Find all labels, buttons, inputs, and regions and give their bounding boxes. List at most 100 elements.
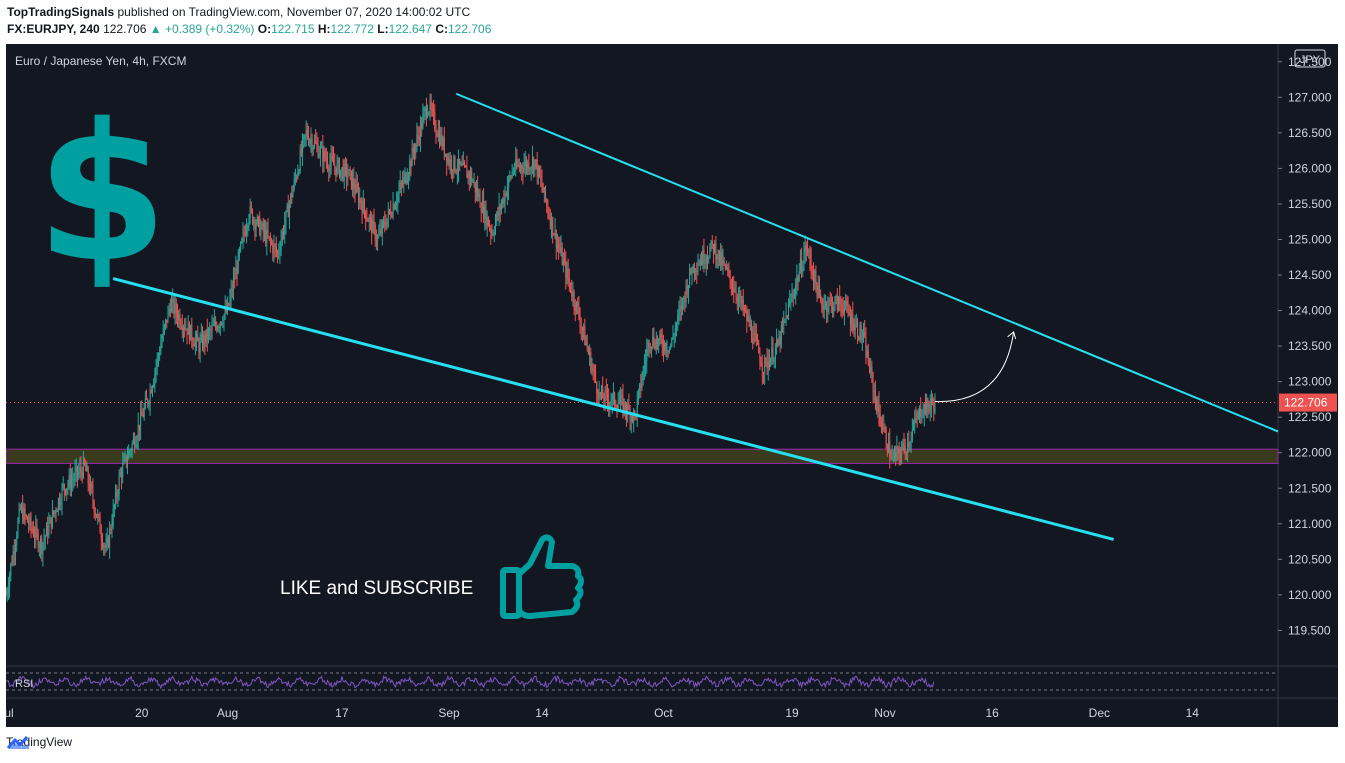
currency-label[interactable]: JPY — [1300, 54, 1321, 66]
candle — [527, 161, 529, 169]
x-tick-label: Sep — [438, 706, 460, 720]
candle — [210, 329, 212, 331]
candle — [753, 333, 755, 344]
candle — [123, 458, 125, 464]
candle — [409, 160, 411, 175]
candle — [55, 510, 57, 513]
price-chart[interactable]: 122.706 127.500 127.000 126.500 126.000 125.… — [6, 44, 1338, 727]
candle — [542, 187, 544, 193]
candle — [373, 220, 375, 226]
candle — [142, 415, 144, 418]
candle — [230, 288, 232, 298]
candle — [487, 216, 489, 227]
candle — [832, 300, 834, 312]
candle — [92, 489, 94, 502]
candle — [641, 380, 643, 389]
candle — [820, 294, 822, 300]
candle — [897, 447, 899, 449]
candle — [162, 329, 164, 340]
candle — [809, 250, 811, 260]
candle — [222, 323, 224, 325]
candle — [157, 355, 159, 357]
candle — [109, 528, 111, 547]
candle — [50, 517, 52, 528]
candle — [859, 325, 861, 340]
candle — [469, 171, 471, 179]
candle — [423, 110, 425, 116]
publish-info: TopTradingSignals published on TradingVi… — [7, 5, 470, 19]
candle — [493, 232, 495, 234]
candle — [99, 516, 101, 534]
candle — [572, 291, 574, 297]
candle — [359, 198, 361, 204]
candle — [265, 229, 267, 244]
candle — [356, 184, 358, 190]
candle — [291, 193, 293, 198]
candle — [566, 268, 568, 278]
candle — [315, 141, 317, 143]
chart-container[interactable]: 122.706 127.500 127.000 126.500 126.000 125.… — [6, 44, 1338, 727]
candle — [929, 404, 931, 411]
candle — [417, 135, 419, 137]
candle — [896, 447, 898, 458]
candle — [343, 163, 345, 180]
publisher-name[interactable]: TopTradingSignals — [7, 5, 115, 19]
candle — [733, 288, 735, 293]
candle — [495, 221, 497, 233]
chart-title: Euro / Japanese Yen, 4h, FXCM — [15, 54, 186, 68]
candle — [827, 307, 829, 312]
candle — [191, 324, 193, 341]
candle — [604, 389, 606, 402]
candle — [163, 325, 165, 330]
last-price-tag-label: 122.706 — [1284, 396, 1328, 410]
candle — [188, 323, 190, 341]
candle — [159, 354, 161, 356]
candle — [531, 158, 533, 168]
candle — [20, 506, 22, 509]
footer: TradingView — [6, 735, 72, 749]
candle — [828, 299, 830, 308]
candle — [371, 217, 373, 234]
candle — [309, 140, 311, 144]
candle — [870, 366, 872, 373]
candle — [116, 491, 118, 497]
candle — [241, 238, 243, 243]
candle — [136, 438, 138, 444]
candle — [335, 166, 337, 175]
candle — [926, 398, 928, 414]
candle — [257, 216, 259, 218]
candle — [509, 176, 511, 178]
currency-button[interactable]: JPY — [1294, 49, 1326, 68]
close-label: C: — [435, 22, 448, 36]
candle — [618, 402, 620, 405]
candle — [620, 395, 622, 403]
candle — [603, 398, 605, 402]
candle — [207, 329, 209, 340]
candle — [500, 204, 502, 210]
candle — [668, 346, 670, 352]
candle — [228, 303, 230, 306]
candle — [337, 160, 339, 163]
y-tick-label: 126.000 — [1288, 161, 1332, 175]
candle — [36, 526, 38, 533]
footer-brand[interactable]: TradingView — [6, 735, 73, 749]
candle — [279, 250, 281, 253]
candle — [132, 438, 134, 444]
y-tick-label: 125.000 — [1288, 232, 1332, 246]
candle — [334, 165, 336, 167]
candle — [715, 243, 717, 261]
candle — [873, 390, 875, 392]
candle — [232, 278, 234, 292]
candle — [169, 308, 171, 313]
candle — [686, 285, 688, 295]
candle — [178, 314, 180, 320]
candle — [453, 156, 455, 172]
candle — [168, 308, 170, 310]
candle — [727, 267, 729, 272]
candle — [237, 252, 239, 274]
candle — [606, 391, 608, 400]
candle — [587, 348, 589, 355]
candle — [591, 367, 593, 372]
candle — [822, 305, 824, 310]
candle — [888, 440, 890, 452]
